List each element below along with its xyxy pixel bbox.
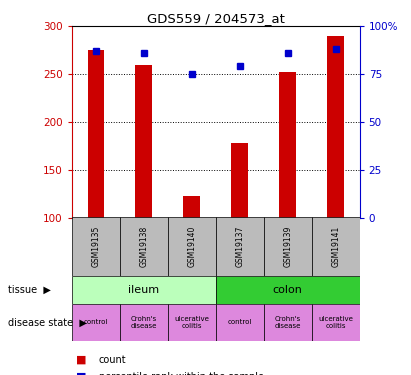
Bar [136,64,152,218]
Text: ulcerative
colitis: ulcerative colitis [174,316,209,329]
Bar [327,36,344,218]
Text: GSM19141: GSM19141 [331,226,340,267]
Text: GSM19138: GSM19138 [139,226,148,267]
Text: GSM19137: GSM19137 [235,226,244,267]
Bar [72,217,120,276]
Bar [168,217,216,276]
Text: GSM19139: GSM19139 [283,226,292,267]
Text: colon: colon [273,285,302,295]
Bar [264,217,312,276]
Text: ileum: ileum [128,285,159,295]
Text: count: count [99,355,126,365]
Bar [120,304,168,341]
Text: ■: ■ [76,355,87,365]
Bar [279,72,296,217]
Text: ■: ■ [76,372,87,375]
Bar [216,276,360,304]
Text: tissue  ▶: tissue ▶ [8,285,51,295]
Bar [120,217,168,276]
Text: Crohn's
disease: Crohn's disease [275,316,301,329]
Text: GSM19140: GSM19140 [187,226,196,267]
Bar [216,217,264,276]
Bar [88,50,104,217]
Text: ulcerative
colitis: ulcerative colitis [318,316,353,329]
Title: GDS559 / 204573_at: GDS559 / 204573_at [147,12,285,25]
Bar [216,304,264,341]
Text: control: control [228,320,252,326]
Text: percentile rank within the sample: percentile rank within the sample [99,372,263,375]
Text: GSM19135: GSM19135 [91,226,100,267]
Bar [72,304,120,341]
Bar [231,143,248,218]
Bar [168,304,216,341]
Bar [312,304,360,341]
Bar [264,304,312,341]
Text: disease state  ▶: disease state ▶ [8,318,87,327]
Bar [183,196,200,217]
Bar [312,217,360,276]
Bar [72,276,216,304]
Text: Crohn's
disease: Crohn's disease [131,316,157,329]
Text: control: control [84,320,108,326]
